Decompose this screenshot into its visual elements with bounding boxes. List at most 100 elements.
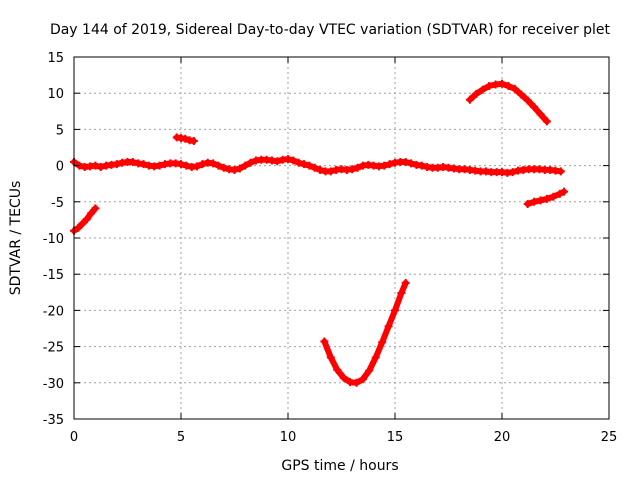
data-point — [523, 96, 532, 105]
data-point — [96, 163, 105, 172]
data-point — [320, 337, 329, 346]
data-point — [214, 161, 223, 170]
data-point — [189, 136, 198, 145]
data-point — [300, 160, 309, 169]
data-point — [407, 159, 416, 168]
data-point — [181, 134, 190, 143]
grid-layer — [74, 57, 609, 419]
data-point — [391, 306, 399, 315]
series-high-arc — [465, 79, 551, 126]
y-tick-label: -30 — [43, 377, 64, 392]
y-tick-label: -35 — [43, 413, 64, 428]
data-point — [380, 161, 389, 170]
data-point — [485, 81, 494, 90]
data-point — [504, 81, 513, 90]
data-point — [384, 322, 393, 331]
data-point — [556, 167, 565, 176]
data-point — [326, 353, 335, 362]
data-point — [316, 165, 325, 174]
data-point — [560, 187, 569, 196]
data-point — [417, 161, 426, 170]
data-point — [74, 223, 83, 232]
data-point — [305, 161, 314, 170]
data-point — [536, 110, 545, 119]
data-point — [397, 289, 406, 298]
x-tick-label: 0 — [70, 430, 78, 445]
data-layer — [70, 79, 569, 387]
data-point — [91, 161, 100, 170]
data-point — [385, 160, 394, 169]
series-late-segment — [523, 187, 569, 208]
tick-layer: 0 5 10 15 20 25 -35 -30 -25 -20 -15 -10 -5 0 5 10 15 — [43, 51, 618, 445]
data-point — [508, 168, 517, 177]
data-point — [112, 160, 121, 169]
data-point — [78, 219, 87, 228]
data-point — [177, 160, 185, 169]
data-point — [348, 165, 357, 174]
data-point — [542, 194, 551, 203]
data-point — [235, 164, 244, 173]
chart-title: Day 144 of 2019, Sidereal Day-to-day VTE… — [50, 22, 611, 38]
data-point — [198, 160, 207, 169]
data-point — [82, 215, 91, 224]
data-point — [352, 378, 361, 387]
data-point — [358, 375, 367, 384]
series-deep-dip — [320, 278, 410, 387]
series-line — [321, 279, 409, 386]
data-point — [472, 89, 481, 98]
data-point — [465, 95, 474, 104]
data-point — [517, 90, 526, 99]
data-point — [128, 157, 137, 166]
x-axis-label: GPS time / hours — [281, 458, 398, 474]
y-tick-label: 10 — [47, 87, 64, 102]
data-point — [333, 365, 342, 374]
data-point — [326, 167, 335, 176]
data-point — [91, 204, 100, 213]
series-short-segment-near-5h — [172, 133, 198, 145]
data-point — [87, 209, 96, 218]
data-point — [246, 158, 255, 167]
y-tick-label: 5 — [56, 123, 64, 138]
data-point — [284, 155, 292, 164]
x-tick-label: 20 — [494, 430, 511, 445]
data-point — [182, 161, 191, 170]
data-point — [401, 278, 410, 287]
data-point — [230, 165, 239, 174]
data-point — [401, 157, 410, 166]
data-point — [209, 159, 218, 168]
data-point — [310, 163, 319, 172]
data-point — [542, 117, 551, 126]
data-point — [510, 84, 519, 93]
data-point — [498, 79, 506, 88]
data-point — [193, 162, 202, 171]
data-point — [273, 157, 282, 166]
data-point — [536, 196, 545, 205]
data-point — [289, 156, 298, 165]
data-point — [530, 197, 539, 206]
y-tick-label: -15 — [43, 268, 64, 283]
data-point — [365, 366, 374, 375]
data-point — [353, 163, 362, 172]
y-tick-label: 0 — [56, 160, 64, 175]
data-point — [530, 102, 539, 111]
data-point — [241, 161, 250, 170]
data-point — [523, 199, 532, 208]
data-point — [339, 373, 348, 382]
series-main-band — [70, 155, 565, 177]
data-point — [549, 192, 558, 201]
data-point — [139, 160, 148, 169]
x-tick-label: 25 — [601, 430, 618, 445]
data-point — [555, 189, 564, 198]
data-point — [155, 161, 164, 170]
series-early-descending — [70, 204, 100, 235]
data-point — [378, 338, 387, 347]
data-point — [294, 158, 303, 167]
y-tick-label: -10 — [43, 232, 64, 247]
y-tick-label: -25 — [43, 341, 64, 356]
y-axis-label: SDTVAR / TECUs — [8, 181, 24, 296]
y-tick-label: 15 — [47, 51, 64, 66]
x-tick-label: 15 — [387, 430, 404, 445]
x-tick-label: 5 — [177, 430, 185, 445]
y-tick-label: -20 — [43, 304, 64, 319]
